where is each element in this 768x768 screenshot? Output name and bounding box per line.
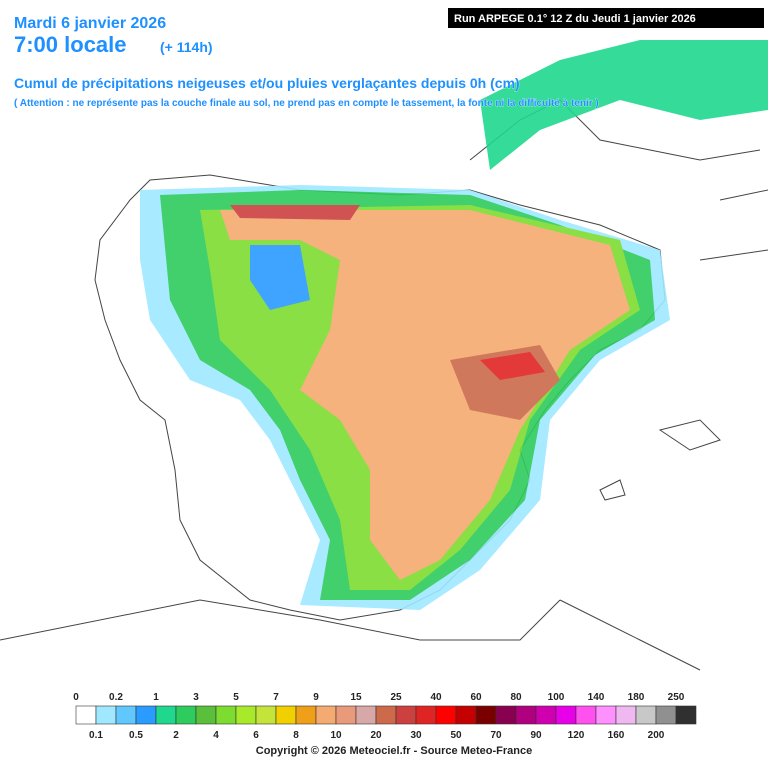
legend-swatch [455,705,477,725]
legend-tick-label: 9 [313,692,319,703]
legend-tick-label: 1 [153,692,159,703]
legend-swatch [655,705,677,725]
legend-tick-label: 140 [588,692,605,703]
legend-tick-label: 90 [530,730,542,741]
legend-swatch [595,705,617,725]
legend-swatch [555,705,577,725]
legend-swatch [335,705,357,725]
legend-swatch [375,705,397,725]
legend-swatch [215,705,237,725]
run-box [448,8,764,28]
legend-swatch [275,705,297,725]
legend-tick-label: 160 [608,730,625,741]
legend-tick-label: 0 [73,692,79,703]
legend-swatch [635,705,657,725]
legend-tick-label: 8 [293,730,299,741]
legend-swatch [315,705,337,725]
legend-tick-label: 7 [273,692,279,703]
legend-swatch [295,705,317,725]
legend-swatch [495,705,517,725]
legend-swatch [675,705,697,725]
legend-swatch [235,705,257,725]
legend: 0 0.1 0.2 0.5 1 2 3 4 5 6 7 8 9 10 15 20 25 30 40 50 60 70 80 9… [73,692,697,741]
map-note: ( Attention : ne représente pas la couch… [14,98,599,109]
legend-tick-label: 4 [213,730,219,741]
legend-tick-label: 0.1 [89,730,103,741]
legend-tick-label: 100 [548,692,565,703]
legend-tick-label: 15 [350,692,362,703]
precipitation-field [140,40,768,610]
legend-swatch [175,705,197,725]
legend-swatch [615,705,637,725]
legend-tick-label: 25 [390,692,402,703]
legend-swatch [575,705,597,725]
legend-tick-label: 6 [253,730,259,741]
legend-swatch [195,705,217,725]
legend-swatch [515,705,537,725]
legend-tick-label: 80 [510,692,522,703]
legend-tick-label: 30 [410,730,422,741]
legend-tick-label: 0.5 [129,730,143,741]
legend-swatch [255,705,277,725]
legend-swatch [475,705,497,725]
legend-swatch [355,705,377,725]
legend-tick-label: 10 [330,730,342,741]
legend-tick-label: 180 [628,692,645,703]
legend-tick-label: 70 [490,730,502,741]
legend-swatch [95,705,117,725]
legend-tick-label: 250 [668,692,685,703]
legend-tick-label: 50 [450,730,462,741]
legend-tick-label: 2 [173,730,179,741]
legend-tick-label: 20 [370,730,382,741]
legend-tick-label: 60 [470,692,482,703]
legend-tick-label: 5 [233,692,239,703]
legend-swatch [535,705,557,725]
copyright: Copyright © 2026 Meteociel.fr - Source M… [256,745,532,757]
date-label: Mardi 6 janvier 2026 [14,15,166,32]
legend-swatch [415,705,437,725]
legend-tick-label: 3 [193,692,199,703]
map-title: Cumul de précipitations neigeuses et/ou … [14,75,520,91]
lead-label: (+ 114h) [160,39,213,55]
legend-tick-label: 0.2 [109,692,123,703]
legend-swatch [75,705,97,725]
legend-tick-label: 40 [430,692,442,703]
legend-swatch [435,705,457,725]
legend-swatch [395,705,417,725]
run-label: Run ARPEGE 0.1° 12 Z du Jeudi 1 janvier … [454,13,696,25]
legend-swatch [135,705,157,725]
legend-tick-label: 200 [648,730,665,741]
legend-tick-label: 120 [568,730,585,741]
legend-swatch [115,705,137,725]
time-label: 7:00 locale [14,32,127,57]
legend-swatch [155,705,177,725]
